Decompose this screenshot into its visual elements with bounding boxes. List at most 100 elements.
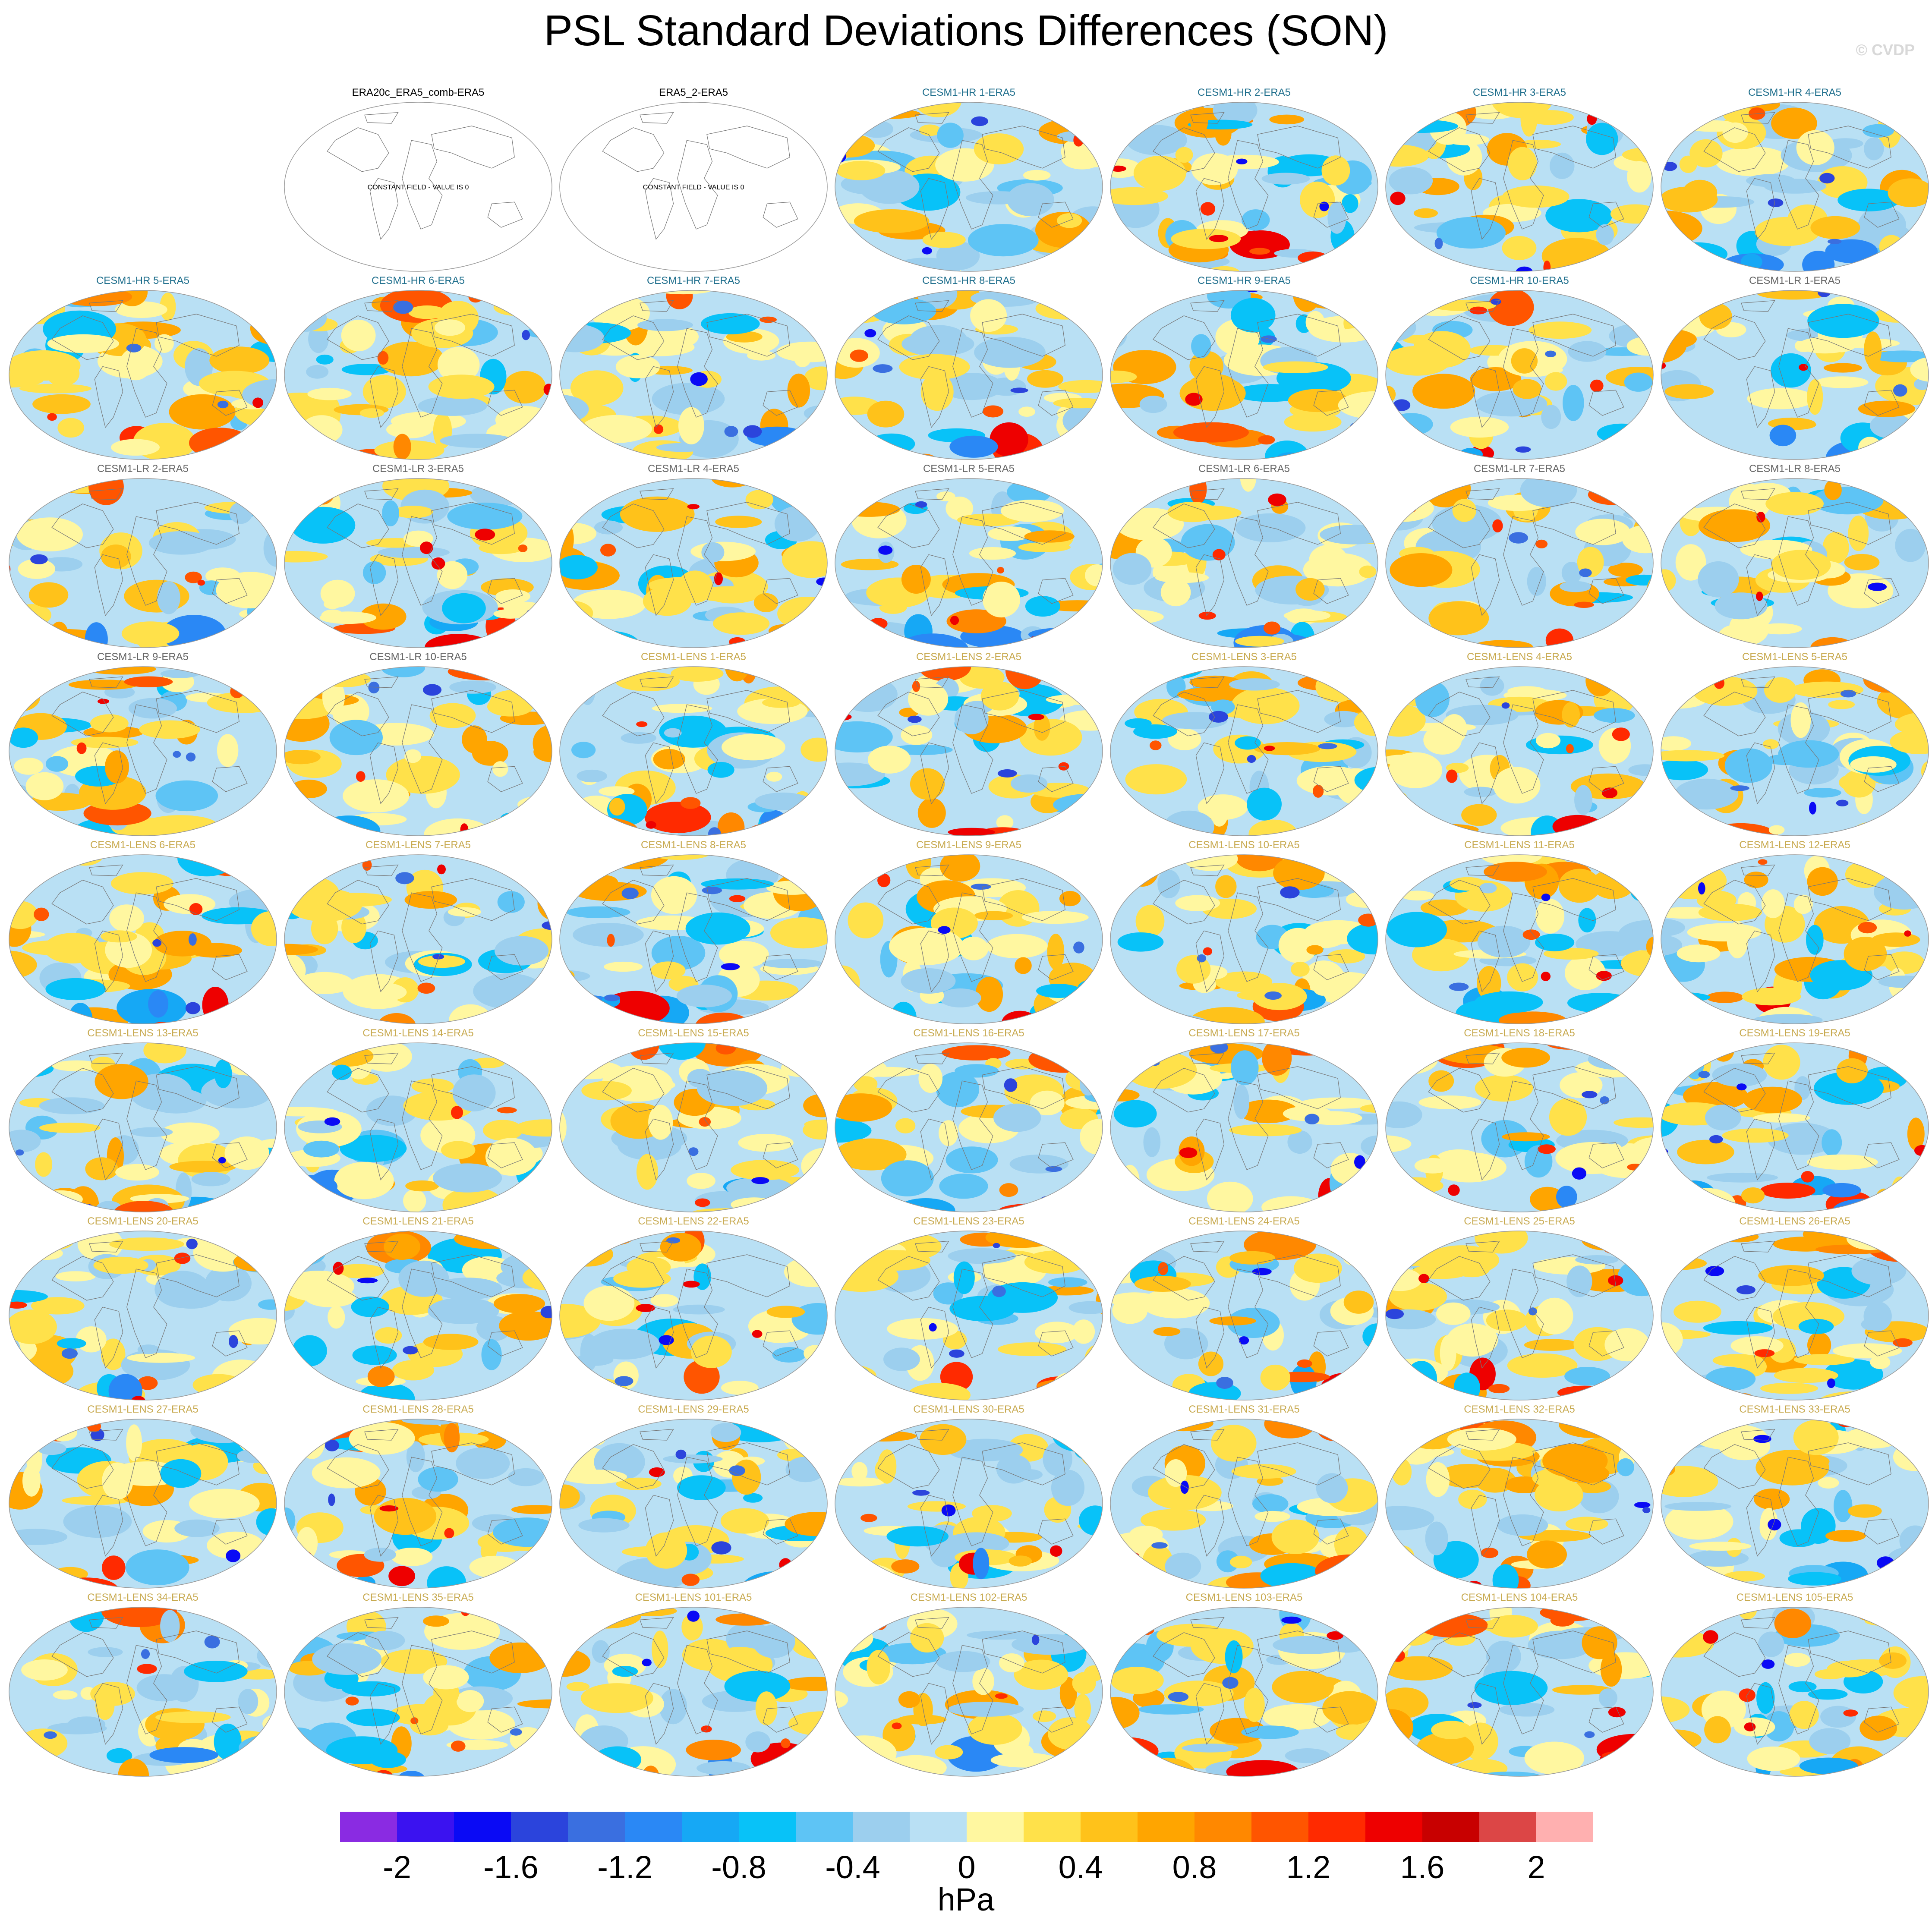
map-panel: CESM1-LENS 3-ERA5 [1106,651,1382,839]
anomaly-core [1264,746,1275,751]
anomaly-core [1050,1545,1062,1557]
coastline [1532,314,1616,357]
anomaly-contour [1423,725,1462,755]
map-panel: CESM1-LENS 5-ERA5 [1657,651,1932,839]
anomaly-core [1239,1336,1249,1345]
anomaly-contour [1350,799,1378,832]
coastline [364,1617,399,1629]
coastline [1257,126,1341,169]
coastline [327,1632,389,1677]
anomaly-contour [1744,872,1768,888]
anomaly-contour [1173,422,1249,443]
anomaly-contour [212,638,262,648]
anomaly-contour [1408,1231,1437,1254]
anomaly-contour [1135,905,1165,938]
coastline [402,892,443,982]
anomaly-core [1730,785,1749,791]
panel-title: CESM1-LENS 11-ERA5 [1464,839,1575,851]
coastline [1741,1052,1775,1064]
anomaly-core [1135,1625,1154,1635]
anomaly-contour [1674,778,1739,810]
anomaly-contour [1036,1395,1083,1400]
anomaly-contour [1661,759,1708,781]
anomaly-core [1876,1556,1894,1570]
anomaly-contour [1272,1671,1334,1703]
anomaly-contour [603,961,643,972]
anomaly-contour [1230,298,1276,333]
anomaly-contour [1604,1012,1653,1024]
anomaly-core [126,343,142,353]
robinson-map [835,854,1103,1024]
coastline [1038,1518,1074,1545]
anomaly-contour [49,1423,77,1442]
robinson-map [1110,1419,1378,1589]
anomaly-contour [503,371,546,404]
anomaly-contour [15,1355,74,1388]
panel-title: CESM1-LENS 22-ERA5 [638,1215,749,1227]
coastline [1741,300,1775,312]
anomaly-contour [341,319,376,352]
anomaly-contour [1362,417,1378,428]
anomaly-contour [9,667,50,677]
anomaly-contour [560,1419,616,1434]
panel-title: CESM1-LENS 20-ERA5 [87,1215,199,1227]
anomaly-contour [362,561,386,584]
map-border [559,290,828,460]
anomaly-contour [346,1709,400,1727]
anomaly-contour [224,1046,277,1077]
robinson-map [1661,1042,1929,1212]
anomaly-core [296,1551,312,1558]
coastline [156,1066,240,1109]
watermark: © CVDP [1856,41,1915,59]
robinson-map [9,666,277,836]
map-panel: CESM1-LENS 18-ERA5 [1382,1027,1657,1215]
anomaly-contour [1672,1180,1716,1209]
anomaly-contour [1141,1288,1210,1319]
coastline [1864,1330,1900,1357]
anomaly-contour [284,1363,310,1398]
coastline [877,315,940,360]
anomaly-contour [990,422,1028,457]
anomaly-contour [1806,1154,1878,1170]
coastline [1190,112,1225,124]
anomaly-contour [367,1366,395,1387]
anomaly-core [1386,1309,1404,1319]
coastline [51,1256,114,1301]
anomaly-contour [1687,923,1762,941]
anomaly-contour [45,978,106,1001]
anomaly-contour [1386,629,1441,638]
anomaly-contour [456,1447,510,1479]
map-panel: CESM1-LENS 32-ERA5 [1382,1403,1657,1591]
colorbar-swatch [1422,1812,1479,1842]
anomaly-core [1209,235,1229,242]
anomaly-contour [1698,903,1762,922]
coastline [487,1518,523,1545]
anomaly-contour [317,893,392,907]
coastline [1471,930,1500,992]
colorbar-swatch [910,1812,967,1842]
anomaly-contour [1133,155,1186,191]
anomaly-core [475,529,495,541]
anomaly-contour [1525,110,1574,125]
anomaly-contour [1813,1071,1884,1105]
anomaly-core [860,1514,877,1522]
anomaly-contour [895,1118,916,1133]
anomaly-contour [1298,251,1328,264]
colorbar-tick-label: 0.8 [1172,1849,1217,1885]
map-panel: CESM1-LENS 6-ERA5 [5,839,281,1027]
anomaly-contour [836,1043,853,1079]
anomaly-core [1354,1155,1365,1169]
robinson-map [559,854,828,1024]
coastline [677,328,718,418]
anomaly-contour [1189,351,1223,381]
anomaly-contour [578,1518,630,1533]
anomaly-contour [256,1508,277,1536]
anomaly-contour [701,542,725,563]
map-panel: CESM1-HR 7-ERA5 [556,274,831,463]
anomaly-contour [1575,519,1630,545]
anomaly-contour [1502,1132,1550,1142]
coastline [89,300,123,312]
anomaly-core [1349,422,1361,434]
anomaly-core [1584,1731,1595,1738]
anomaly-contour [1818,1477,1839,1489]
